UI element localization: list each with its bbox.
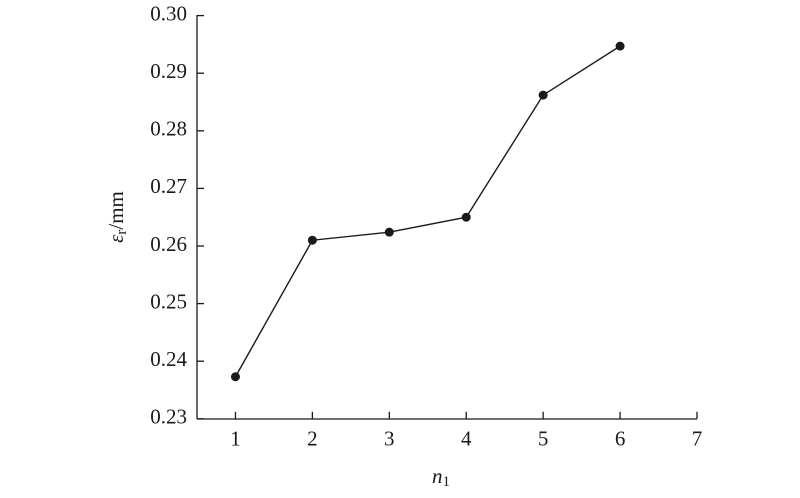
x-tick-label: 7: [692, 427, 703, 451]
x-tick-label: 5: [538, 427, 549, 451]
x-tick-label: 3: [384, 427, 395, 451]
x-tick-label: 6: [615, 427, 626, 451]
y-label-unit: /mm: [104, 191, 128, 230]
point: [538, 90, 548, 100]
x-axis-label: n1: [432, 464, 450, 491]
x-tick-label: 2: [307, 427, 318, 451]
x-label-symbol: n: [432, 464, 443, 488]
y-tick-label: 0.24: [150, 347, 187, 371]
point: [615, 41, 625, 51]
point: [384, 227, 394, 237]
y-axis-label: εr/mm: [104, 191, 131, 243]
y-tick-label: 0.30: [150, 1, 187, 25]
y-tick-label: 0.28: [150, 117, 187, 141]
y-tick-label: 0.29: [150, 59, 187, 83]
y-label-symbol: ε: [104, 234, 128, 243]
y-tick-label: 0.23: [150, 405, 187, 429]
x-tick-label: 4: [461, 427, 472, 451]
y-tick-label: 0.25: [150, 289, 187, 313]
y-tick-label: 0.27: [150, 174, 187, 198]
point: [307, 235, 317, 245]
point: [230, 372, 240, 382]
x-tick-label: 1: [230, 427, 241, 451]
y-label-subscript: r: [114, 230, 130, 235]
point: [461, 212, 471, 222]
y-tick-label: 0.26: [150, 232, 187, 256]
x-label-subscript: 1: [443, 474, 451, 490]
line: [234, 45, 621, 378]
